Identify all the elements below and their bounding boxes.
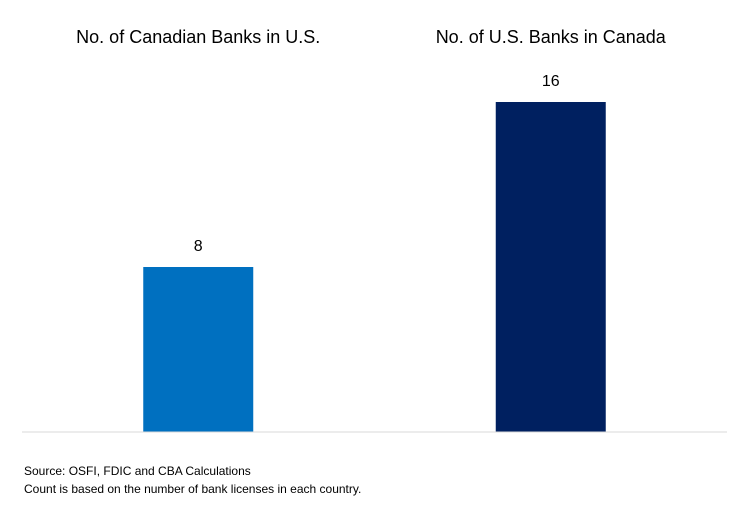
bar [143, 267, 254, 432]
value-label: 8 [194, 238, 203, 255]
value-label: 16 [542, 73, 560, 90]
footnote: Source: OSFI, FDIC and CBA Calculations [24, 464, 251, 478]
footnote: Count is based on the number of bank lic… [24, 482, 361, 496]
category-label: No. of U.S. Banks in Canada [436, 27, 667, 47]
bar [495, 102, 606, 432]
category-label: No. of Canadian Banks in U.S. [76, 27, 320, 47]
